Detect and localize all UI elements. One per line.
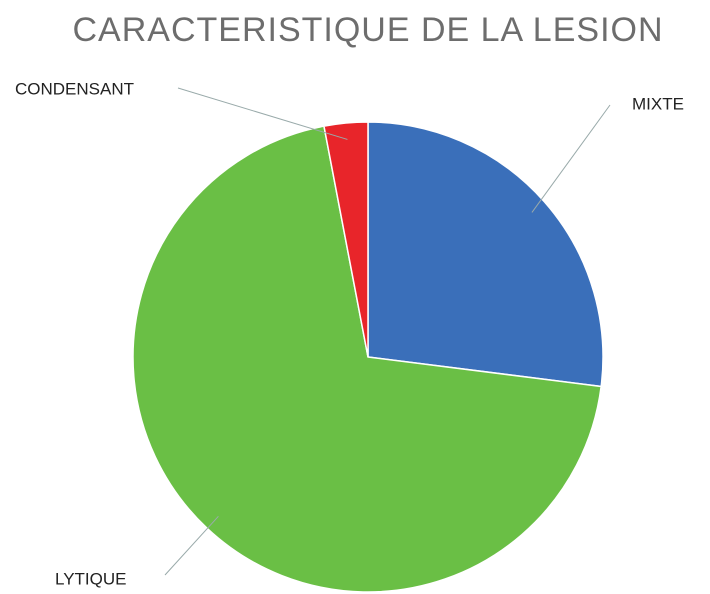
slice-label: MIXTE (632, 94, 684, 113)
slice-label: LYTIQUE (55, 569, 126, 588)
pie-slice (367, 121, 604, 388)
leader-line (164, 515, 219, 576)
chart-title: CARACTERISTIQUE DE LA LESION (72, 11, 663, 49)
slice-label: CONDENSANT (15, 79, 134, 98)
leader-line (177, 87, 348, 140)
pie-slice (323, 121, 369, 358)
leader-line (531, 104, 611, 213)
